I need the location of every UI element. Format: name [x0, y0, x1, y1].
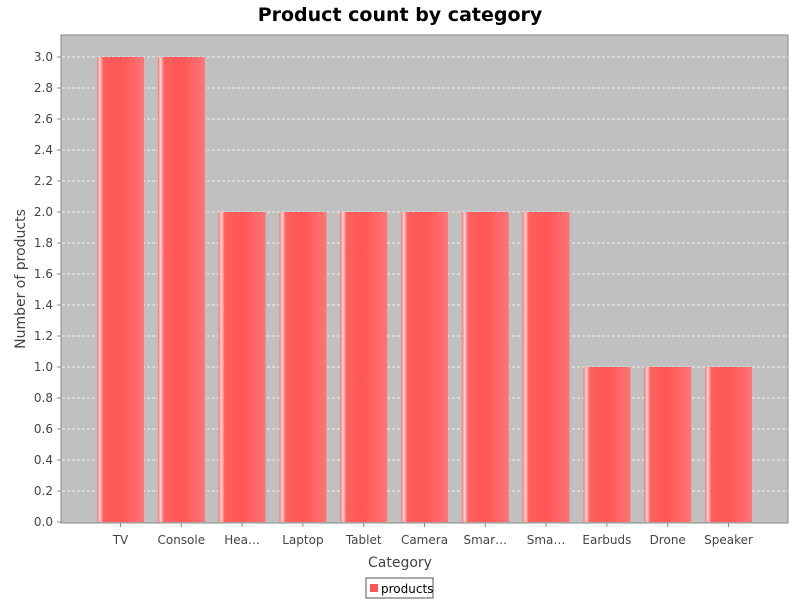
legend-label: products — [381, 582, 433, 596]
x-tick-label: Drone — [650, 533, 686, 547]
y-tick-label: 2.6 — [34, 112, 53, 126]
y-tick-label: 1.8 — [34, 236, 53, 250]
bar — [157, 57, 205, 522]
bar — [705, 367, 752, 522]
y-tick-label: 2.0 — [34, 205, 53, 219]
legend-swatch — [370, 584, 378, 592]
y-tick-label: 3.0 — [34, 50, 53, 64]
x-tick-label: Laptop — [282, 533, 323, 547]
y-tick-label: 0.2 — [34, 484, 53, 498]
bars — [97, 57, 752, 522]
x-tick-label: Sma… — [527, 533, 566, 547]
chart-title: Product count by category — [258, 4, 543, 26]
x-tick-label: Console — [157, 533, 205, 547]
y-tick-label: 1.4 — [34, 298, 53, 312]
y-tick-label: 2.4 — [34, 143, 53, 157]
x-axis-label: Category — [368, 555, 432, 571]
legend: products — [365, 577, 434, 599]
x-tick-label: Tablet — [345, 533, 382, 547]
bar — [644, 367, 692, 522]
bar — [218, 212, 266, 522]
y-axis: 0.0 0.2 0.4 0.6 0.8 1.0 1.2 1.4 1.6 1.8 2.0 2.2 2.4 2… — [34, 35, 62, 529]
x-tick-label: Hea… — [224, 533, 260, 547]
y-tick-label: 2.2 — [34, 174, 53, 188]
y-axis-label: Number of products — [13, 209, 29, 349]
bar — [401, 212, 448, 522]
y-tick-label: 1.0 — [34, 360, 53, 374]
x-tick-label: Camera — [401, 533, 448, 547]
x-tick-label: Smar… — [464, 533, 508, 547]
y-tick-label: 0.8 — [34, 391, 53, 405]
bar — [583, 367, 631, 522]
bar — [97, 57, 144, 522]
x-axis: TV Console Hea… Laptop Tablet Camera Smar… Sma…… — [112, 523, 753, 547]
y-tick-label: 1.6 — [34, 267, 53, 281]
x-tick-label: TV — [112, 533, 129, 547]
bar — [279, 212, 327, 522]
y-tick-label: 1.2 — [34, 329, 53, 343]
legend-box — [365, 577, 434, 599]
y-tick-label: 2.8 — [34, 81, 53, 95]
bar — [461, 212, 509, 522]
bar — [340, 212, 388, 522]
x-tick-label: Speaker — [704, 533, 753, 547]
y-tick-label: 0.0 — [34, 515, 53, 529]
y-tick-label: 0.4 — [34, 453, 53, 467]
x-tick-label: Earbuds — [582, 533, 631, 547]
bar — [522, 212, 570, 522]
y-tick-label: 0.6 — [34, 422, 53, 436]
